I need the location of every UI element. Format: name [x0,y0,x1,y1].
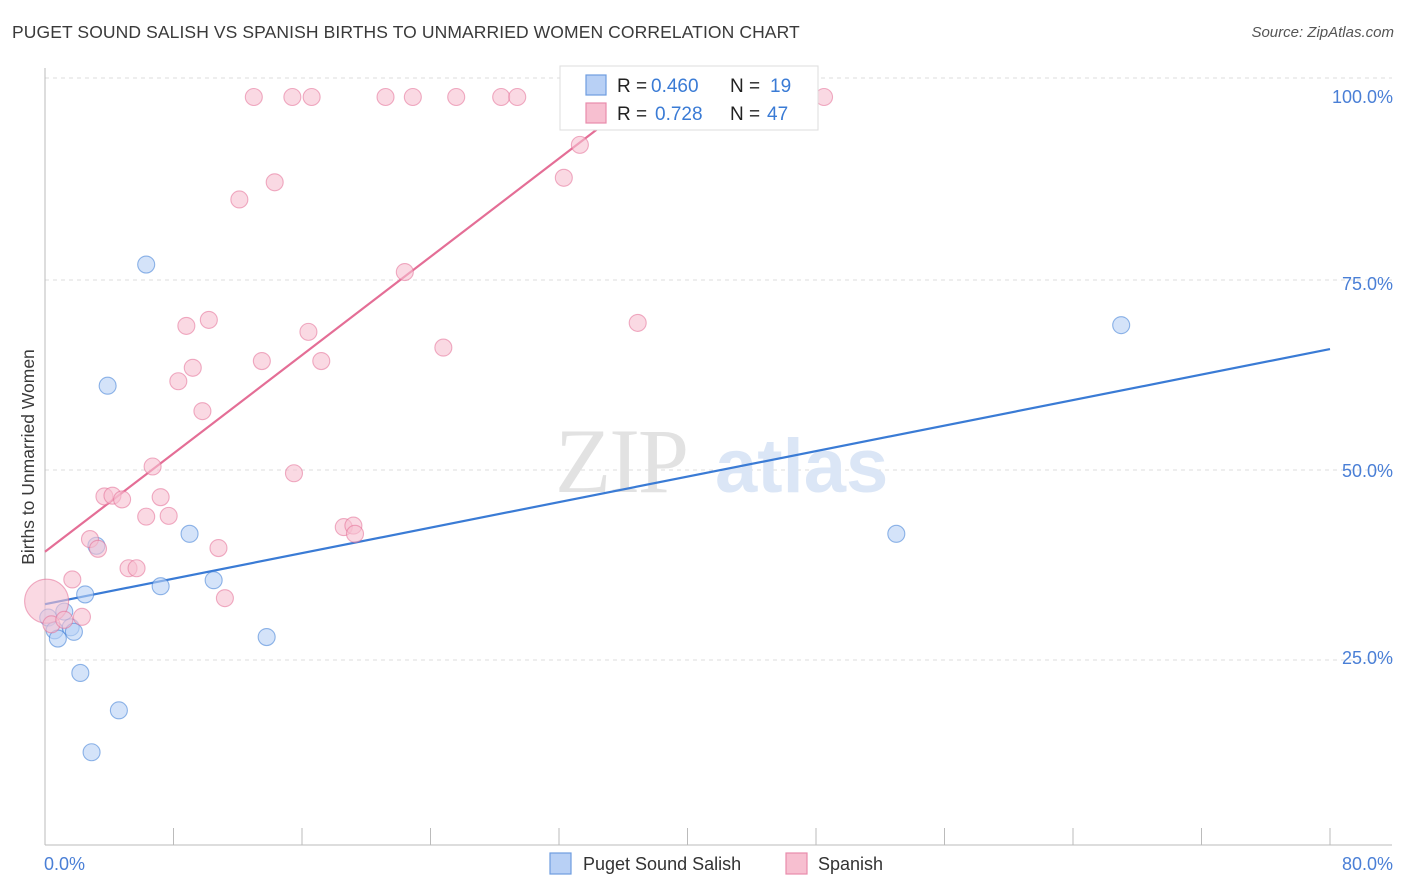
point-spanish-18 [183,358,202,377]
point-salish-14 [180,524,199,543]
point-spanish-40 [492,87,511,107]
y-tick-label-25: 25.0% [1342,648,1393,668]
x-ticks [44,828,1331,845]
point-salish-7 [76,585,95,604]
stats-r-value-spanish: 0.728 [655,104,703,125]
stats-n-value-spanish: 47 [767,104,788,125]
point-spanish-2 [55,610,74,629]
grid-lines [45,77,1392,661]
y-tick-label-50: 50.0% [1342,461,1393,481]
legend-label-salish: Puget Sound Salish [583,854,741,874]
point-spanish-31 [312,351,331,371]
point-spanish-3 [63,570,82,589]
point-salish-13 [151,577,170,596]
point-spanish-9 [113,490,132,509]
point-spanish-37 [403,87,422,107]
chart-source: Source: ZipAtlas.com [1251,24,1394,41]
legend-label-spanish: Spanish [818,854,883,874]
point-spanish-30 [302,87,321,107]
point-salish-6 [71,663,90,683]
point-spanish-34 [345,524,365,543]
point-spanish-28 [284,464,304,483]
point-spanish-14 [151,488,170,507]
point-salish-10 [98,376,117,395]
point-spanish-41 [508,87,527,107]
trend-line-spanish [44,96,640,553]
y-tick-label-100: 100.0% [1332,87,1393,107]
trend-lines [44,96,1331,606]
legend-swatch-salish [549,852,572,875]
stats-n-label-salish: N = [730,76,760,97]
point-spanish-20 [199,310,218,329]
stats-r-label-spanish: R = [617,104,647,125]
y-tick-labels: 25.0% 50.0% 75.0% 100.0% [1332,87,1393,668]
watermark-zip: ZIP [555,410,687,512]
stats-swatch-salish [585,74,607,96]
point-salish-8 [82,743,101,762]
point-spanish-22 [215,589,234,608]
y-tick-label-75: 75.0% [1342,274,1393,294]
point-spanish-13 [143,457,162,476]
point-spanish-4 [72,607,91,626]
point-spanish-24 [244,87,263,107]
point-salish-12 [137,255,156,274]
point-spanish-26 [265,173,284,192]
point-spanish-36 [395,262,414,282]
point-spanish-12 [137,507,156,526]
point-salish-5 [64,622,83,641]
point-salish-15 [204,571,223,590]
point-salish-16 [257,628,276,647]
stats-n-label-spanish: N = [730,104,760,125]
point-spanish-25 [252,351,271,371]
axes [44,68,1392,846]
point-spanish-44 [628,313,647,332]
chart-title: PUGET SOUND SALISH VS SPANISH BIRTHS TO … [12,22,800,42]
point-spanish-15 [159,506,178,525]
point-spanish-35 [376,87,395,107]
point-spanish-17 [177,316,196,335]
stats-legend: R = 0.460 N = 19 R = 0.728 N = 47 [559,65,819,131]
point-spanish-16 [169,372,188,391]
point-spanish-38 [434,338,453,357]
point-spanish-29 [299,322,318,341]
trend-line-salish [44,347,1331,606]
stats-r-value-salish: 0.460 [651,76,699,97]
point-spanish-43 [570,135,589,154]
x-tick-label-min: 0.0% [44,854,85,874]
bottom-legend: Puget Sound Salish Spanish [549,852,883,875]
stats-swatch-spanish [585,102,607,124]
point-spanish-19 [193,402,212,421]
stats-r-label-salish: R = [617,76,647,97]
point-spanish-39 [447,87,466,107]
point-spanish-42 [554,168,573,187]
y-axis-label: Births to Unmarried Women [18,349,38,565]
data-points [24,87,1131,762]
point-spanish-21 [209,538,228,558]
legend-swatch-spanish [785,852,808,875]
x-tick-label-max: 80.0% [1342,854,1393,874]
point-spanish-11 [127,559,146,578]
point-salish-17 [887,524,906,543]
point-spanish-23 [230,190,249,209]
point-spanish-6 [88,539,108,558]
point-salish-18 [1112,316,1131,335]
point-spanish-27 [283,87,302,107]
point-salish-11 [109,701,128,720]
stats-n-value-salish: 19 [770,76,791,97]
